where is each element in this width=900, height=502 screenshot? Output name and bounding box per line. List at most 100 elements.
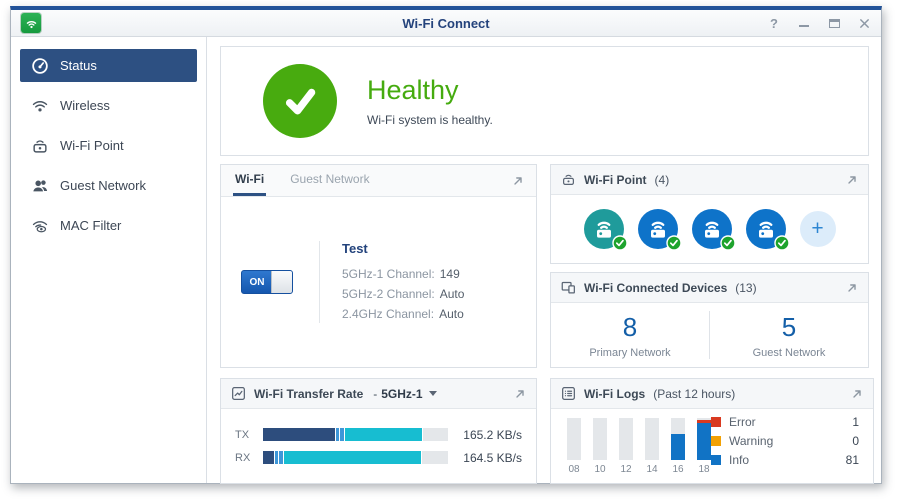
warning-swatch [711, 436, 721, 446]
healthy-check-icon [263, 64, 337, 138]
health-status-subtitle: Wi-Fi system is healthy. [367, 113, 493, 127]
channel-value: 149 [439, 266, 460, 281]
channel-label: 2.4GHz Channel: [342, 306, 435, 321]
transfer-rate-chart: TX 165.2 KB/s RX 164.5 KB/s [221, 409, 536, 483]
primary-network-label: Primary Network [589, 346, 671, 359]
legend-row: Warning 0 [711, 434, 859, 448]
maximize-icon[interactable] [827, 16, 841, 30]
wifi-network-card: Wi-Fi Guest Network ON Test 5GHz-1 Chann… [220, 164, 537, 368]
log-bar: 12 [619, 417, 633, 475]
main-content: Healthy Wi-Fi system is healthy. Wi-Fi G… [207, 37, 881, 484]
log-bar: 14 [645, 417, 659, 475]
wifi-point-list: + [551, 195, 868, 263]
toggle-knob [271, 271, 292, 293]
transfer-bar-track [263, 451, 448, 464]
list-icon [561, 386, 576, 401]
title-bar: Wi-Fi Connect ? [11, 10, 881, 37]
router-icon [561, 172, 576, 187]
log-bar: 08 [567, 417, 581, 475]
close-icon[interactable] [857, 16, 871, 30]
primary-network-count: 8 [622, 311, 638, 342]
chevron-down-icon [428, 391, 437, 396]
guest-network-count: 5 [781, 311, 797, 342]
transfer-rate-card: Wi-Fi Transfer Rate - 5GHz-1 TX 165.2 KB [220, 378, 537, 484]
card-title: Wi-Fi Logs [584, 386, 646, 401]
connected-devices-card: Wi-Fi Connected Devices (13) 8 Primary N… [550, 272, 869, 368]
sidebar-item-label: Wireless [60, 98, 110, 113]
sidebar-item-wireless[interactable]: Wireless [20, 89, 197, 122]
logs-legend: Error 1 Warning 0 Info 81 [711, 415, 859, 477]
divider [709, 311, 710, 359]
card-count: (13) [735, 280, 757, 295]
card-title: Wi-Fi Point [584, 172, 647, 187]
open-devices-icon[interactable] [846, 282, 858, 294]
users-icon [30, 176, 50, 196]
error-swatch [711, 417, 721, 427]
app-window: Wi-Fi Connect ? Status Wireless Wi-Fi Po… [10, 6, 882, 484]
open-wifi-settings-icon[interactable] [512, 175, 524, 187]
logs-chart: 08 10 12 14 16 18 [567, 417, 711, 475]
wifi-point-card: Wi-Fi Point (4) + [550, 164, 869, 264]
transfer-row-label: TX [235, 428, 250, 441]
sidebar-item-label: Status [60, 58, 97, 73]
wifi-icon [30, 96, 50, 116]
sidebar-item-label: Guest Network [60, 178, 146, 193]
devices-icon [561, 280, 576, 295]
minimize-icon[interactable] [797, 16, 811, 30]
sidebar-item-label: MAC Filter [60, 218, 122, 233]
wifi-filter-icon [30, 216, 50, 236]
sidebar-item-mac-filter[interactable]: MAC Filter [20, 209, 197, 242]
sidebar-item-wifi-point[interactable]: Wi-Fi Point [20, 129, 197, 162]
line-chart-icon [231, 386, 246, 401]
channel-value: Auto [439, 306, 464, 321]
band-selector[interactable]: - 5GHz-1 [373, 386, 437, 401]
log-bar: 18 [697, 417, 711, 475]
toggle-on-label: ON [249, 276, 265, 288]
divider [319, 241, 320, 323]
sidebar-item-guest-network[interactable]: Guest Network [20, 169, 197, 202]
add-wifi-point-button[interactable]: + [799, 211, 836, 247]
card-title: Wi-Fi Transfer Rate [254, 386, 364, 401]
router-icon [30, 136, 50, 156]
transfer-row-value: 164.5 KB/s [463, 450, 522, 465]
gauge-icon [30, 56, 50, 76]
transfer-row-label: RX [235, 451, 251, 464]
open-wifi-point-icon[interactable] [846, 174, 858, 186]
tab-wifi[interactable]: Wi-Fi [233, 164, 267, 196]
transfer-bar-track [263, 428, 448, 441]
wifi-point-icon[interactable] [745, 209, 790, 251]
open-logs-icon[interactable] [851, 388, 863, 400]
info-swatch [711, 455, 721, 465]
wifi-toggle[interactable]: ON [241, 270, 293, 294]
legend-row: Error 1 [711, 415, 859, 429]
sidebar-item-label: Wi-Fi Point [60, 138, 124, 153]
channel-label: 5GHz-2 Channel: [342, 286, 435, 301]
network-name: Test [342, 240, 368, 256]
wifi-point-icon[interactable] [637, 209, 682, 251]
channel-value: Auto [439, 286, 465, 301]
wifi-logs-card: Wi-Fi Logs (Past 12 hours) 08 10 12 14 16 18 … [550, 378, 874, 484]
card-subtitle: (Past 12 hours) [653, 386, 736, 401]
card-title: Wi-Fi Connected Devices [584, 280, 728, 295]
log-bar: 10 [593, 417, 607, 475]
sidebar-item-status[interactable]: Status [20, 49, 197, 82]
tab-guest-network[interactable]: Guest Network [290, 172, 370, 186]
transfer-row-value: 165.2 KB/s [463, 427, 522, 442]
window-title: Wi-Fi Connect [402, 15, 490, 31]
guest-network-label: Guest Network [752, 346, 826, 359]
wifi-point-icon[interactable] [583, 209, 628, 251]
channel-label: 5GHz-1 Channel: [342, 266, 435, 281]
open-transfer-rate-icon[interactable] [514, 388, 526, 400]
wifi-point-icon[interactable] [691, 209, 736, 251]
band-value: 5GHz-1 [381, 386, 423, 401]
help-icon[interactable]: ? [770, 15, 778, 31]
card-count: (4) [654, 172, 670, 187]
transfer-row: TX 165.2 KB/s [235, 428, 522, 442]
legend-row: Info 81 [711, 453, 859, 467]
health-status-title: Healthy [367, 75, 459, 105]
health-status-card: Healthy Wi-Fi system is healthy. [220, 46, 869, 156]
log-bar: 16 [671, 417, 685, 475]
transfer-row: RX 164.5 KB/s [235, 451, 522, 465]
sidebar: Status Wireless Wi-Fi Point Guest Networ… [11, 37, 207, 483]
wifi-connect-app-icon [21, 13, 41, 33]
